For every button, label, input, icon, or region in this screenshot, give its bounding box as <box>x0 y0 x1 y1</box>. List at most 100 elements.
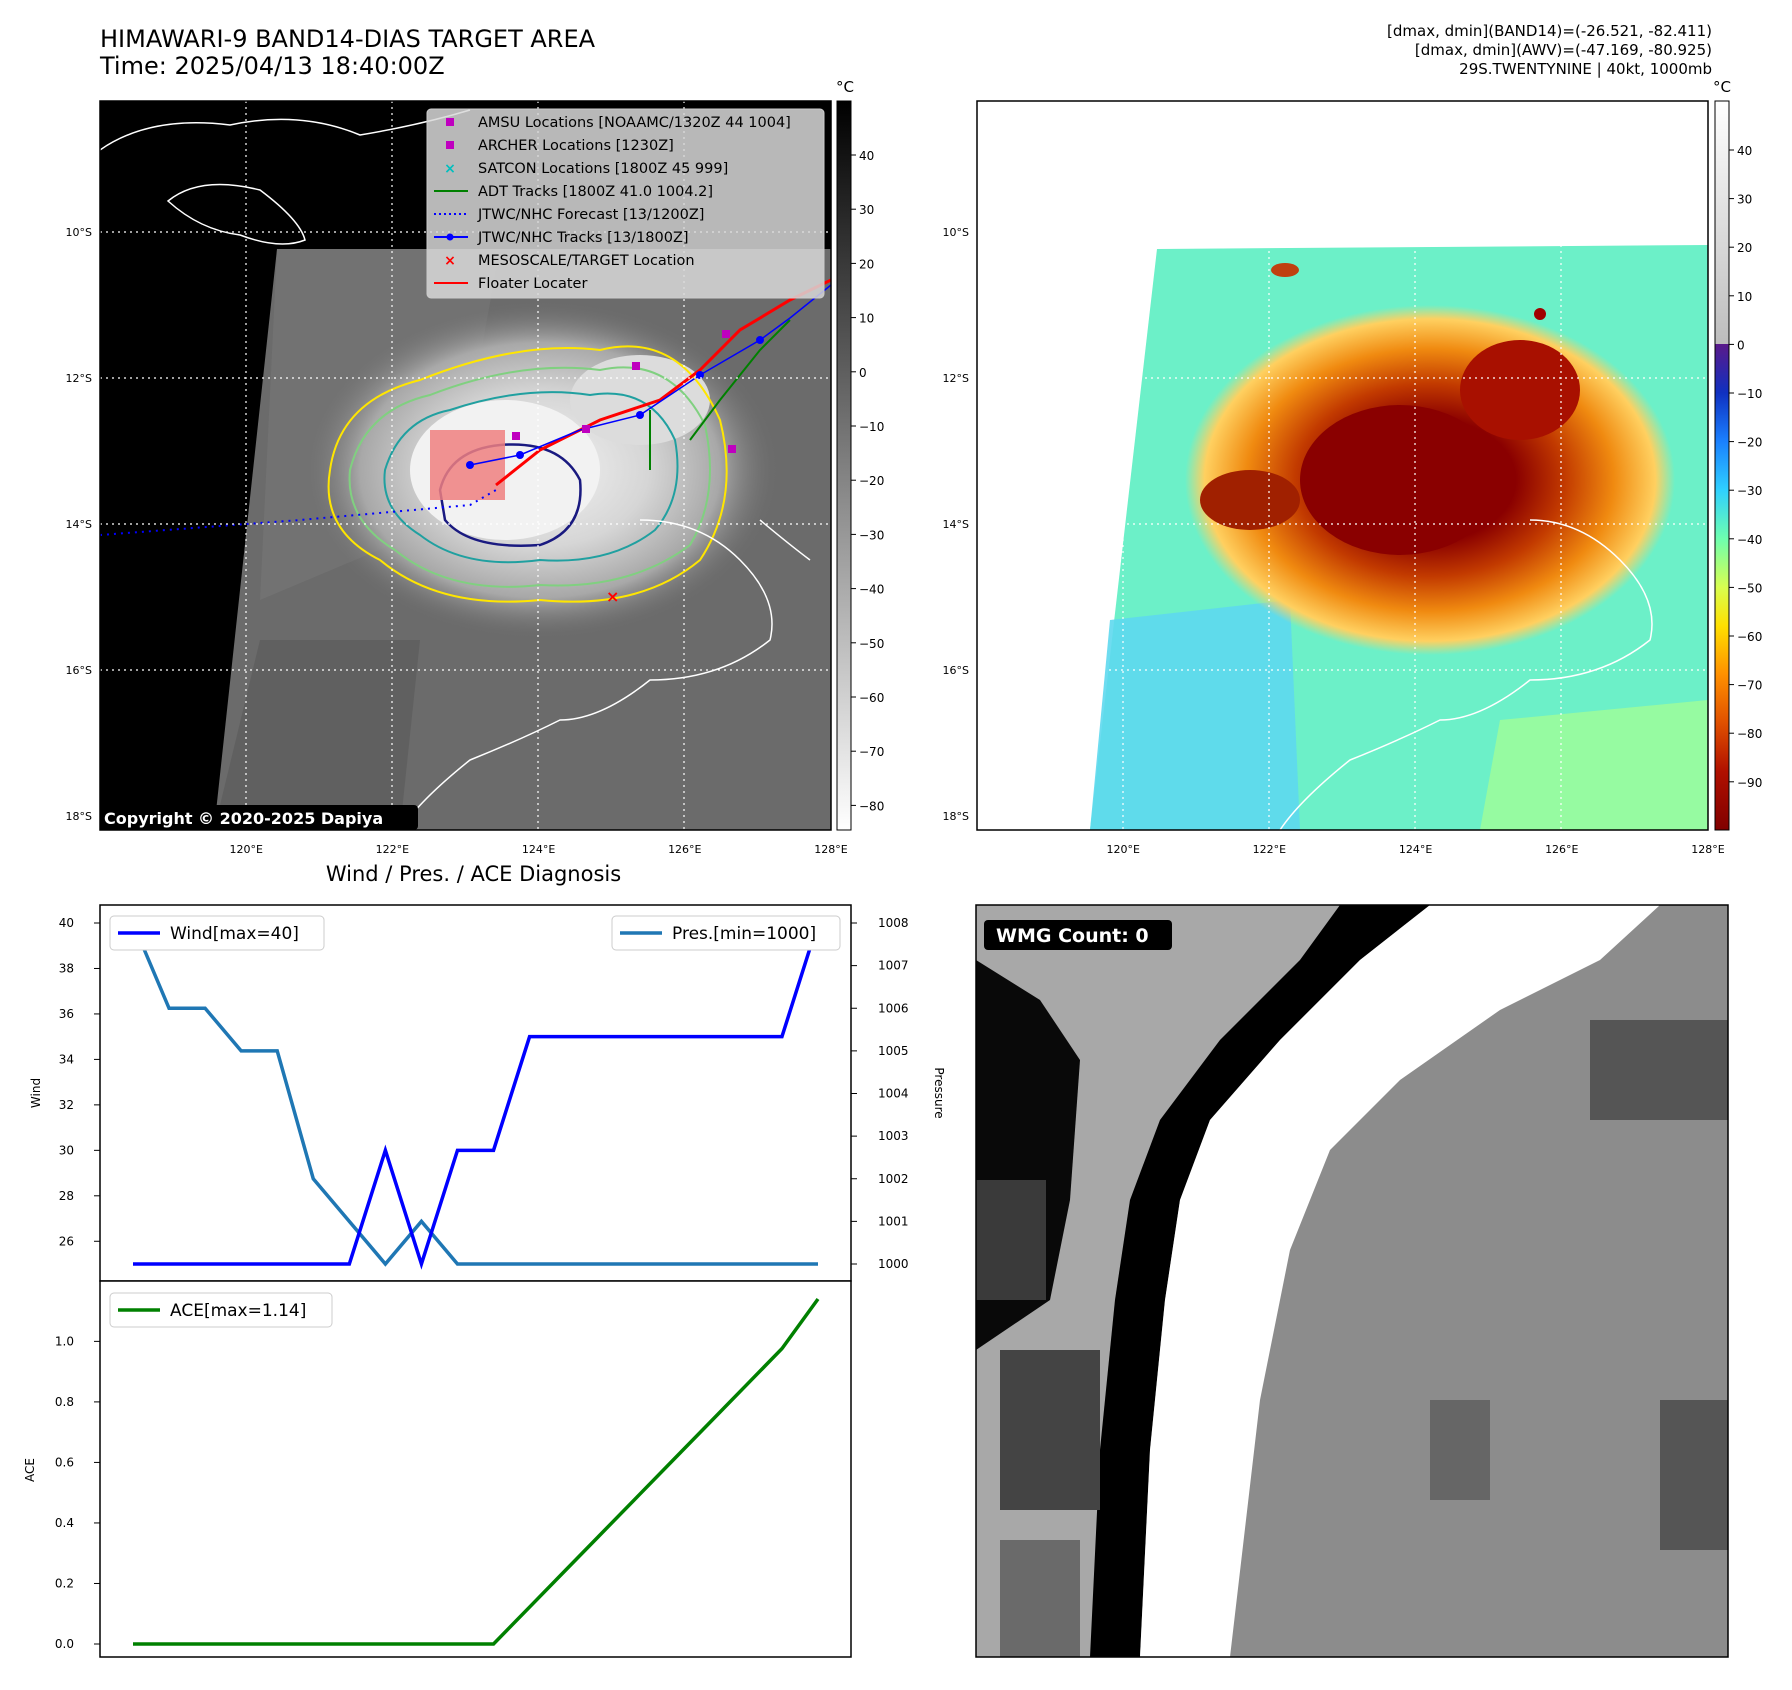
coastline <box>166 183 306 245</box>
legend-label: Floater Locater <box>478 276 587 292</box>
pressure-legend-label: Pres.[min=1000] <box>672 924 816 944</box>
colorbar-tick-label: −40 <box>859 583 884 597</box>
wind-pressure-panel: 26 28 30 32 34 36 38 40 1000 1001 1002 1003 1004 100… <box>29 904 946 1282</box>
awv-range-text: [dmax, dmin](AWV)=(-47.169, -80.925) <box>1414 41 1712 59</box>
colorbar-tick-label: −50 <box>1737 581 1762 595</box>
lon-tick-label: 126°E <box>1545 843 1578 856</box>
lon-tick-label: 126°E <box>668 843 701 856</box>
lat-tick-label: 18°S <box>66 810 92 823</box>
colorbar-tick-label: −90 <box>1737 776 1762 790</box>
lat-tick-label: 14°S <box>943 518 969 531</box>
pressure-y-tick-label: 1003 <box>878 1129 909 1143</box>
contour-green <box>348 366 711 588</box>
colorbar-tick-label: 30 <box>1737 193 1752 207</box>
colorbar-tick-label: 0 <box>859 366 867 380</box>
lon-tick-label: 128°E <box>1691 843 1724 856</box>
pressure-y-tick-label: 1001 <box>878 1214 909 1228</box>
lat-tick-label: 12°S <box>66 372 92 385</box>
colorbar-tick-label: 40 <box>1737 144 1752 158</box>
wind-y-tick-label: 28 <box>59 1189 74 1203</box>
storm-info-text: 29S.TWENTYNINE | 40kt, 1000mb <box>1459 60 1712 78</box>
legend-label: ADT Tracks [1800Z 41.0 1004.2] <box>478 184 713 200</box>
lat-tick-label: 10°S <box>66 226 92 239</box>
wind-y-tick-label: 26 <box>59 1234 74 1248</box>
diagnosis-title: Wind / Pres. / ACE Diagnosis <box>325 862 622 886</box>
colorbar-tick-label: −50 <box>859 637 884 651</box>
wind-y-tick-label: 34 <box>59 1052 74 1066</box>
colorbar-tick-label: −10 <box>859 420 884 434</box>
ace-y-tick-label: 1.0 <box>55 1334 74 1348</box>
colorbar-tick-label: −30 <box>1737 484 1762 498</box>
adt-track <box>689 319 791 441</box>
colorbar-tick-label: 30 <box>859 203 874 217</box>
colorbar-unit-right: °C <box>1713 78 1731 96</box>
legend-marker: × <box>444 161 456 177</box>
lon-tick-label: 120°E <box>1106 843 1139 856</box>
wmg-region-white <box>1140 905 1660 1657</box>
wind-y-tick-label: 38 <box>59 961 74 975</box>
legend-label: SATCON Locations [1800Z 45 999] <box>478 161 728 177</box>
jtwc-track <box>469 284 831 466</box>
colorbar-tick-label: −10 <box>1737 387 1762 401</box>
wind-legend: Wind[max=40] <box>109 915 325 951</box>
title-line-2: Time: 2025/04/13 18:40:00Z <box>100 52 445 80</box>
lon-tick-label: 120°E <box>229 843 262 856</box>
ace-panel: 0.0 0.2 0.4 0.6 0.8 1.0 ACE ACE[max=1.14] <box>23 1280 852 1658</box>
wind-axis-label: Wind <box>29 1078 43 1108</box>
lat-tick-label: 16°S <box>66 664 92 677</box>
colorbar-tick-label: 10 <box>1737 290 1752 304</box>
colorbar-tick-label: −70 <box>859 745 884 759</box>
ace-y-tick-label: 0.8 <box>55 1395 74 1409</box>
wind-legend-label: Wind[max=40] <box>170 924 299 944</box>
colorbar-tick-label: −70 <box>1737 679 1762 693</box>
pressure-series-line <box>131 922 818 1267</box>
lon-tick-label: 128°E <box>814 843 847 856</box>
band14-range-text: [dmax, dmin](BAND14)=(-26.521, -82.411) <box>1387 22 1712 40</box>
colorbar-unit: °C <box>836 78 854 96</box>
mesoscale-target-marker: × <box>606 587 619 606</box>
lon-tick-label: 124°E <box>522 843 555 856</box>
legend-label: JTWC/NHC Tracks [13/1800Z] <box>477 230 689 246</box>
contour-teal <box>383 391 679 564</box>
band14-colorbar: °C 40 30 20 10 0 −10 −20 −30 −40 −50 −60 −70 −80 <box>836 78 884 831</box>
colorbar-tick-label: −60 <box>1737 630 1762 644</box>
colorbar-tick-label: 40 <box>859 149 874 163</box>
ace-series-line <box>133 1297 820 1646</box>
ace-legend: ACE[max=1.14] <box>109 1292 333 1328</box>
legend-marker-dot <box>446 233 454 241</box>
pressure-y-tick-label: 1000 <box>878 1257 909 1271</box>
wind-y-tick-label: 32 <box>59 1098 74 1112</box>
pressure-y-tick-label: 1006 <box>878 1001 909 1015</box>
pressure-y-tick-label: 1004 <box>878 1087 909 1101</box>
colorbar-tick-label: 0 <box>1737 338 1745 352</box>
pressure-axis-label: Pressure <box>932 1067 946 1118</box>
ace-axis-label: ACE <box>23 1458 37 1482</box>
ace-legend-label: ACE[max=1.14] <box>170 1301 306 1321</box>
awv-colorbar: °C 40 30 20 10 0 −10 −20 −30 −40 −50 −60 −70 −80 −90 <box>1713 78 1762 831</box>
pressure-y-tick-label: 1005 <box>878 1044 909 1058</box>
lon-tick-label: 122°E <box>1253 843 1286 856</box>
colorbar-tick-label: −20 <box>859 474 884 488</box>
wind-series-line <box>133 922 820 1270</box>
legend-label: MESOSCALE/TARGET Location <box>478 253 695 269</box>
colorbar-tick-label: 20 <box>859 257 874 271</box>
lat-tick-label: 12°S <box>943 372 969 385</box>
lat-tick-label: 16°S <box>943 664 969 677</box>
lon-tick-label: 124°E <box>1399 843 1432 856</box>
lat-tick-label: 14°S <box>66 518 92 531</box>
wind-y-tick-label: 30 <box>59 1143 74 1157</box>
legend-label: AMSU Locations [NOAAMC/1320Z 44 1004] <box>478 115 791 131</box>
colorbar-tick-label: −80 <box>1737 727 1762 741</box>
lon-tick-label: 122°E <box>376 843 409 856</box>
ace-y-tick-label: 0.6 <box>55 1455 74 1469</box>
wmg-count-box <box>984 920 1172 950</box>
title-line-1: HIMAWARI-9 BAND14-DIAS TARGET AREA <box>100 25 596 53</box>
awv-map-panel: 10°S 12°S 14°S 16°S 18°S 120°E 122°E 124°E 126°… <box>943 100 1725 856</box>
pressure-y-tick-label: 1002 <box>878 1172 909 1186</box>
colorbar-tick-label: −30 <box>859 528 884 542</box>
figure-title: HIMAWARI-9 BAND14-DIAS TARGET AREA Time:… <box>100 26 595 80</box>
band14-map-panel: × AMSU Locations [NOAAMC/1320Z 44 1004 <box>66 100 848 856</box>
stats-header: [dmax, dmin](BAND14)=(-26.521, -82.411) … <box>1387 22 1712 79</box>
pressure-y-tick-label: 1008 <box>878 916 909 930</box>
